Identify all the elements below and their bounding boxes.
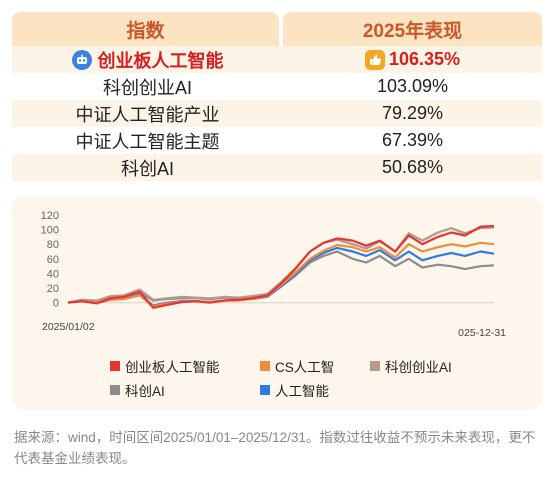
legend-swatch <box>260 385 270 395</box>
row-value: 67.39% <box>381 130 444 150</box>
row-name: 中证人工智能产业 <box>75 104 220 125</box>
legend-item: 科创创业AI <box>370 356 490 376</box>
row-value: 50.68% <box>381 157 444 177</box>
table-row: 科创AI 50.68% <box>12 154 542 181</box>
legend-label: 创业板人工智能 <box>125 360 220 375</box>
row-name: 中证人工智能主题 <box>75 131 220 152</box>
legend-swatch <box>370 361 380 371</box>
legend-label: CS人工智 <box>275 360 335 375</box>
legend-item: 人工智能 <box>260 380 370 400</box>
y-tick-label: 120 <box>41 210 59 222</box>
row-name: 科创AI <box>120 158 174 179</box>
legend-label: 科创AI <box>125 384 165 399</box>
series-line <box>67 224 495 309</box>
y-tick-label: 60 <box>47 254 59 266</box>
footnote: 据来源：wind，时间区间2025/01/01–2025/12/31。指数过往收… <box>14 430 536 466</box>
header-performance: 2025年表现 <box>283 12 542 46</box>
table-row: 中证人工智能主题 67.39% <box>12 127 542 154</box>
y-tick-label: 80 <box>47 239 59 251</box>
thumbs-up-icon <box>364 49 385 70</box>
chart-card: 120 100 80 60 40 20 0 2025/01/02 025-12-31 创业板人工… <box>12 196 542 410</box>
table-row: 创业板人工智能 106.35% <box>12 46 542 73</box>
legend-row: 科创AI 人工智能 <box>12 378 542 402</box>
robot-icon <box>71 49 92 70</box>
header-index: 指数 <box>12 12 279 46</box>
row-name: 创业板人工智能 <box>97 50 224 71</box>
legend-label: 人工智能 <box>275 384 329 399</box>
y-tick-label: 40 <box>47 268 59 280</box>
row-name: 科创创业AI <box>102 77 192 98</box>
performance-table: 指数 2025年表现 创业板人工智能 106.35% 科创创业AI 103.09… <box>12 12 542 181</box>
legend-swatch <box>110 361 120 371</box>
y-tick-label: 0 <box>53 298 59 310</box>
x-tick-label: 2025/01/02 <box>42 321 95 333</box>
table-row: 中证人工智能产业 79.29% <box>12 100 542 127</box>
row-value: 103.09% <box>376 76 449 96</box>
legend-row: 创业板人工智能 CS人工智 科创创业AI <box>12 354 542 378</box>
y-tick-label: 100 <box>41 225 59 237</box>
legend-swatch <box>110 385 120 395</box>
legend-label: 科创创业AI <box>385 360 452 375</box>
row-value: 106.35% <box>388 49 461 69</box>
series-line <box>67 241 495 308</box>
y-tick-label: 20 <box>47 283 59 295</box>
x-tick-label: 025-12-31 <box>458 327 506 339</box>
row-value: 79.29% <box>381 103 444 123</box>
table-header: 指数 2025年表现 <box>12 12 542 46</box>
legend-swatch <box>260 361 270 371</box>
table-row: 科创创业AI 103.09% <box>12 73 542 100</box>
legend-item: 科创AI <box>110 380 260 400</box>
legend-item: 创业板人工智能 <box>110 356 260 376</box>
line-chart: 120 100 80 60 40 20 0 2025/01/02 025-12-31 <box>41 210 507 339</box>
legend-item: CS人工智 <box>260 356 370 376</box>
chart-legend: 创业板人工智能 CS人工智 科创创业AI 科创AI 人工智能 <box>12 354 542 402</box>
